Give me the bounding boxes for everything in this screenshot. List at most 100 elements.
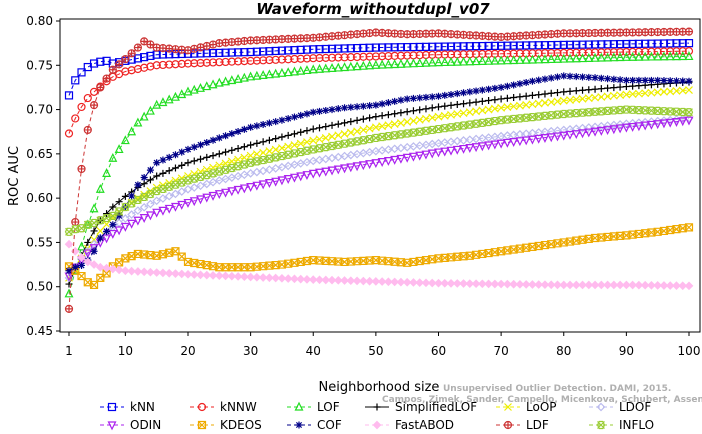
- legend-item: LOF: [287, 400, 340, 414]
- data-point: [603, 92, 612, 101]
- data-point: [140, 37, 148, 45]
- data-point: [415, 278, 425, 287]
- data-point: [590, 280, 600, 290]
- data-point: [302, 45, 312, 54]
- data-point: [115, 60, 124, 69]
- data-point: [289, 173, 299, 183]
- data-point: [628, 280, 637, 290]
- data-point: [316, 124, 324, 132]
- data-point: [265, 136, 273, 144]
- data-point: [202, 193, 212, 203]
- data-point: [158, 268, 168, 278]
- data-point: [140, 173, 148, 181]
- data-point: [121, 266, 130, 276]
- data-point: [95, 183, 105, 193]
- series-knnw: [64, 47, 694, 138]
- x-tick-label: 50: [368, 344, 383, 358]
- data-point: [490, 279, 500, 289]
- data-point: [96, 83, 105, 92]
- data-point: [546, 280, 556, 290]
- data-point: [296, 54, 305, 63]
- data-point: [422, 93, 430, 101]
- data-point: [246, 183, 256, 192]
- data-point: [221, 76, 231, 86]
- x-tick-label: 1: [65, 344, 73, 358]
- x-axis: 1 10 20 30 40 50 60 70 80 90 100: [65, 332, 700, 358]
- data-point: [371, 52, 380, 61]
- legend-label: FastABOD: [395, 418, 454, 432]
- data-point: [452, 145, 462, 155]
- data-point: [471, 42, 481, 51]
- data-point: [665, 281, 675, 290]
- data-point: [609, 91, 618, 100]
- data-point: [120, 135, 130, 145]
- data-point: [296, 139, 305, 148]
- series-inflo: [64, 105, 694, 236]
- data-point: [227, 157, 236, 166]
- data-point: [604, 84, 612, 92]
- data-point: [378, 122, 387, 131]
- data-point: [196, 181, 205, 191]
- data-point: [78, 165, 86, 173]
- data-point: [453, 101, 461, 109]
- data-point: [340, 164, 350, 174]
- data-point: [553, 126, 562, 135]
- data-point: [515, 41, 525, 50]
- data-point: [309, 125, 317, 133]
- data-point: [171, 164, 179, 172]
- data-point: [534, 41, 543, 50]
- data-point: [553, 132, 562, 142]
- data-point: [133, 54, 142, 63]
- data-point: [170, 202, 180, 212]
- data-point: [390, 59, 400, 69]
- data-point: [302, 54, 312, 63]
- data-point: [621, 51, 631, 61]
- data-point: [384, 99, 392, 107]
- data-point: [584, 48, 593, 57]
- data-point: [478, 86, 486, 94]
- data-point: [208, 48, 218, 58]
- y-tick-label: 0.50: [26, 280, 53, 294]
- data-point: [434, 278, 443, 288]
- data-point: [264, 179, 274, 188]
- data-point: [308, 169, 318, 179]
- data-point: [452, 279, 462, 288]
- data-point: [534, 99, 543, 108]
- data-point: [441, 91, 449, 99]
- data-point: [584, 280, 594, 290]
- data-point: [547, 40, 556, 50]
- data-point: [253, 139, 261, 147]
- data-point: [258, 273, 268, 282]
- data-point: [496, 139, 506, 149]
- data-point: [328, 106, 336, 114]
- data-point: [402, 277, 412, 287]
- data-point: [540, 54, 550, 64]
- data-point: [478, 41, 487, 51]
- data-point: [684, 51, 694, 61]
- data-point: [440, 42, 449, 51]
- data-point: [584, 40, 593, 49]
- data-point: [484, 55, 494, 65]
- y-axis: 0.45 0.50 0.55 0.60 0.65 0.70 0.75 0.80: [26, 14, 60, 338]
- data-point: [83, 249, 93, 259]
- data-point: [503, 82, 511, 90]
- data-point: [140, 180, 148, 188]
- data-point: [294, 401, 304, 411]
- data-point: [102, 263, 111, 273]
- data-point: [672, 281, 681, 290]
- y-tick-label: 0.75: [26, 58, 53, 72]
- data-point: [678, 39, 687, 48]
- data-point: [372, 101, 380, 109]
- data-point: [640, 280, 650, 290]
- data-point: [596, 402, 606, 412]
- x-tick-label: 60: [431, 344, 446, 358]
- y-tick-label: 0.55: [26, 235, 53, 249]
- data-point: [535, 91, 543, 99]
- data-point: [377, 277, 387, 286]
- data-point: [64, 129, 74, 138]
- data-point: [133, 117, 143, 127]
- data-point: [290, 141, 299, 150]
- data-point: [359, 52, 368, 61]
- data-point: [572, 73, 580, 81]
- data-point: [634, 118, 644, 128]
